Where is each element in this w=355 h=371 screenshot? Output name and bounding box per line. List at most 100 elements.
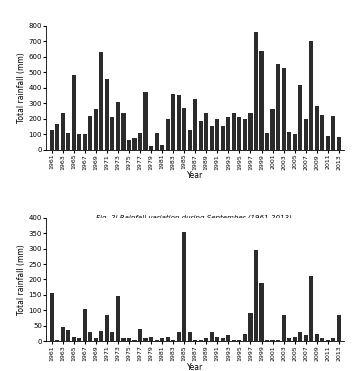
Bar <box>182 232 186 341</box>
Bar <box>265 132 269 150</box>
Bar <box>232 112 236 150</box>
Bar <box>165 119 170 150</box>
Bar <box>221 126 225 150</box>
Bar <box>121 112 126 150</box>
Bar <box>149 337 153 341</box>
Bar <box>320 115 324 150</box>
Bar <box>226 117 230 150</box>
Bar <box>83 309 87 341</box>
Bar <box>315 106 319 150</box>
Bar <box>326 340 330 341</box>
Bar <box>171 94 175 150</box>
Bar <box>55 340 59 341</box>
Bar <box>143 338 148 341</box>
Bar <box>293 134 297 150</box>
Bar <box>337 315 341 341</box>
Bar <box>287 338 291 341</box>
Bar <box>232 340 236 341</box>
Bar <box>105 315 109 341</box>
Bar <box>248 113 252 150</box>
Bar <box>293 337 297 341</box>
Bar <box>50 293 54 341</box>
Bar <box>88 332 92 341</box>
X-axis label: Year: Year <box>187 171 203 180</box>
X-axis label: Year: Year <box>187 363 203 371</box>
Bar <box>193 340 197 341</box>
Bar <box>260 283 263 341</box>
Bar <box>165 337 170 341</box>
Bar <box>254 32 258 150</box>
Bar <box>105 79 109 150</box>
Bar <box>193 99 197 150</box>
Bar <box>309 276 313 341</box>
Bar <box>188 129 192 150</box>
Bar <box>254 250 258 341</box>
Bar <box>110 117 114 150</box>
Bar <box>116 296 120 341</box>
Bar <box>204 338 208 341</box>
Bar <box>331 116 335 150</box>
Bar <box>287 132 291 150</box>
Bar <box>61 328 65 341</box>
Bar <box>326 137 330 150</box>
Bar <box>66 331 70 341</box>
Bar <box>66 132 70 150</box>
Bar <box>94 109 98 150</box>
Bar <box>50 129 54 150</box>
Bar <box>298 332 302 341</box>
Bar <box>298 85 302 150</box>
Text: Fig. 2i.Rainfall variation during September (1961-2013).: Fig. 2i.Rainfall variation during Septem… <box>96 214 294 220</box>
Bar <box>132 340 137 341</box>
Bar <box>188 332 192 341</box>
Bar <box>237 117 241 150</box>
Bar <box>215 337 219 341</box>
Bar <box>171 340 175 341</box>
Bar <box>309 42 313 150</box>
Bar <box>177 95 181 150</box>
Bar <box>199 340 203 341</box>
Bar <box>154 340 159 341</box>
Bar <box>99 52 103 150</box>
Bar <box>61 112 65 150</box>
Bar <box>182 108 186 150</box>
Bar <box>304 119 308 150</box>
Bar <box>199 121 203 150</box>
Bar <box>304 335 308 341</box>
Bar <box>154 132 159 150</box>
Y-axis label: Total rainfall (mm): Total rainfall (mm) <box>17 244 26 315</box>
Bar <box>276 340 280 341</box>
Bar <box>132 138 137 150</box>
Bar <box>138 132 142 150</box>
Bar <box>221 338 225 341</box>
Bar <box>276 64 280 150</box>
Bar <box>138 329 142 341</box>
Bar <box>72 75 76 150</box>
Bar <box>243 334 247 341</box>
Bar <box>116 102 120 150</box>
Bar <box>88 116 92 150</box>
Bar <box>226 335 230 341</box>
Bar <box>215 119 219 150</box>
Bar <box>99 331 103 341</box>
Bar <box>110 332 114 341</box>
Bar <box>204 112 208 150</box>
Bar <box>77 134 81 150</box>
Bar <box>320 338 324 341</box>
Bar <box>337 137 341 150</box>
Bar <box>160 145 164 150</box>
Bar <box>143 92 148 150</box>
Bar <box>177 332 181 341</box>
Bar <box>121 338 126 341</box>
Bar <box>315 334 319 341</box>
Bar <box>77 338 81 341</box>
Bar <box>127 338 131 341</box>
Bar <box>210 332 214 341</box>
Bar <box>282 68 286 150</box>
Y-axis label: Total rainfall (mm): Total rainfall (mm) <box>17 52 26 123</box>
Bar <box>83 134 87 150</box>
Bar <box>248 313 252 341</box>
Bar <box>271 340 275 341</box>
Bar <box>210 127 214 150</box>
Bar <box>260 51 263 150</box>
Bar <box>160 338 164 341</box>
